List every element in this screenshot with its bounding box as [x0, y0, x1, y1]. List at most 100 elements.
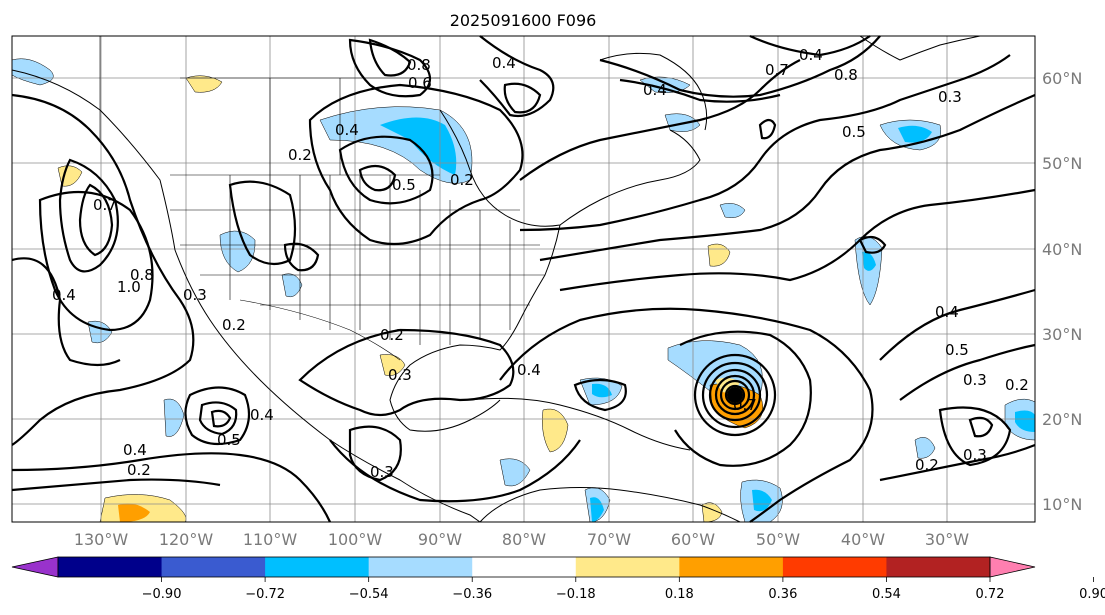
colorbar-extend-high: [989, 556, 1036, 578]
clabel-9: 0.2: [288, 146, 312, 164]
contour-atlantic-7: [879, 443, 1036, 482]
contour-northeast-3: [619, 78, 781, 103]
lon-label: 50°W: [756, 530, 800, 549]
clabel-27: 0.5: [945, 341, 969, 359]
colorbar-segment: [265, 557, 370, 577]
lat-label: 60°N: [1042, 69, 1082, 88]
clabel-22: 0.5: [217, 431, 241, 449]
colorbar-tick-label: −0.18: [556, 587, 596, 602]
clabel-6: 0.4: [799, 46, 823, 64]
contour-east-1: [938, 406, 1012, 467]
lon-label: 80°W: [502, 530, 546, 549]
contour-south-2: [11, 478, 221, 492]
shade-caribbean-blue: [592, 383, 612, 398]
clabel-14: 1.0: [117, 278, 141, 296]
lon-label: 110°W: [243, 530, 298, 549]
shade-north-atlantic-blue: [898, 125, 932, 143]
contour-labels: 0.8 0.6 0.4 0.7 0.8 0.4 0.3 0.5 0.2 0.4 …: [52, 46, 1029, 481]
colorbar-segment: [782, 557, 887, 577]
lon-label: 90°W: [418, 530, 462, 549]
coast-labrador: [599, 52, 708, 131]
contour-mexico-2: [198, 401, 238, 436]
contour-north-2: [368, 38, 412, 77]
clabel-2: 0.6: [408, 74, 432, 92]
border-canada: [99, 36, 440, 175]
lat-label: 40°N: [1042, 240, 1082, 259]
clabel-18: 0.3: [388, 366, 412, 384]
clabel-26: 0.4: [935, 303, 959, 321]
colorbar-segment: [161, 557, 266, 577]
contour-canada-3: [358, 164, 397, 192]
clabel-24: 0.2: [127, 461, 151, 479]
colorbar: −0.90 −0.72 −0.54 −0.36 −0.18 0.18 0.36 0.54 0.7…: [11, 556, 1105, 602]
coast-northeast: [439, 109, 701, 227]
clabel-13: 0.8: [130, 266, 154, 284]
contour-hurricane-2: [701, 361, 769, 429]
clabel-15: 0.4: [52, 286, 76, 304]
clabel-16: 0.3: [183, 286, 207, 304]
contour-atlantic-3: [559, 188, 1036, 292]
clabel-32: 0.2: [450, 171, 474, 189]
colorbar-segment: [575, 557, 680, 577]
contour-hurricane-4: [714, 374, 756, 416]
contour-mexico-3: [210, 409, 232, 428]
clabel-28: 0.3: [963, 371, 987, 389]
contour-small-2: [968, 416, 994, 438]
contour-atlantic-6: [899, 343, 1036, 401]
coast-caribbean: [469, 397, 691, 451]
contour-west-2: [11, 257, 121, 367]
contour-hurricane-outer: [674, 330, 812, 467]
border-states-horizontal: [170, 209, 545, 306]
shade-east-atlantic-small: [914, 437, 936, 459]
colorbar-tick-label: −0.54: [349, 587, 389, 602]
contour-mexico-1: [184, 386, 251, 446]
contour-caribbean-2: [573, 378, 627, 412]
clabel-25: 0.3: [370, 463, 394, 481]
contour-northeast-2: [599, 35, 881, 98]
map-title: 2025091600 F096: [450, 11, 597, 30]
contour-west-1: [11, 93, 195, 446]
clabel-3: 0.4: [492, 54, 516, 72]
clabel-23: 0.4: [250, 406, 274, 424]
lon-label: 100°W: [328, 530, 383, 549]
contour-south-1: [11, 452, 332, 523]
clabel-4: 0.7: [765, 61, 789, 79]
contour-atlantic-5: [879, 288, 1036, 361]
colorbar-tick-label: 0.36: [768, 587, 797, 602]
contour-gulf-2: [298, 328, 515, 417]
contour-pacific-low-1: [58, 158, 119, 273]
shade-gulf-yellow: [379, 354, 406, 376]
colorbar-tick-label: −0.90: [142, 587, 182, 602]
shade-plains: [281, 273, 303, 298]
contour-north-4: [503, 82, 542, 114]
shade-mexico-pacific: [163, 398, 185, 437]
colorbar-extend-low: [11, 556, 59, 578]
lon-label: 70°W: [587, 530, 631, 549]
lon-label: 130°W: [74, 530, 129, 549]
clabel-33: 0.4: [643, 81, 667, 99]
shade-yellow-north: [185, 75, 223, 93]
shade-venezuela-blue: [590, 497, 604, 522]
lat-label: 10°N: [1042, 495, 1082, 514]
clabel-19: 0.2: [380, 326, 404, 344]
hurricane-center: [727, 387, 743, 403]
colorbar-tick-label: −0.72: [245, 587, 285, 602]
gridlines: [12, 36, 1035, 522]
coastlines: [11, 35, 981, 523]
shade-caribbean-yellow: [542, 408, 569, 453]
shade-mid-atlantic-blue: [862, 251, 876, 271]
contour-north-3: [479, 35, 555, 118]
contour-hurricane-1: [693, 353, 777, 437]
shade-colombia: [499, 458, 531, 487]
borders: [99, 36, 545, 361]
contour-small-1: [758, 118, 777, 140]
clabel-30: 0.3: [963, 446, 987, 464]
contour-atlantic-4: [499, 307, 874, 523]
colorbar-tick-label: 0.18: [665, 587, 694, 602]
lat-label: 50°N: [1042, 154, 1082, 173]
clabel-1: 0.8: [407, 56, 431, 74]
lat-label: 20°N: [1042, 410, 1082, 429]
contours: [11, 35, 1036, 523]
coast-pacific: [11, 69, 481, 523]
